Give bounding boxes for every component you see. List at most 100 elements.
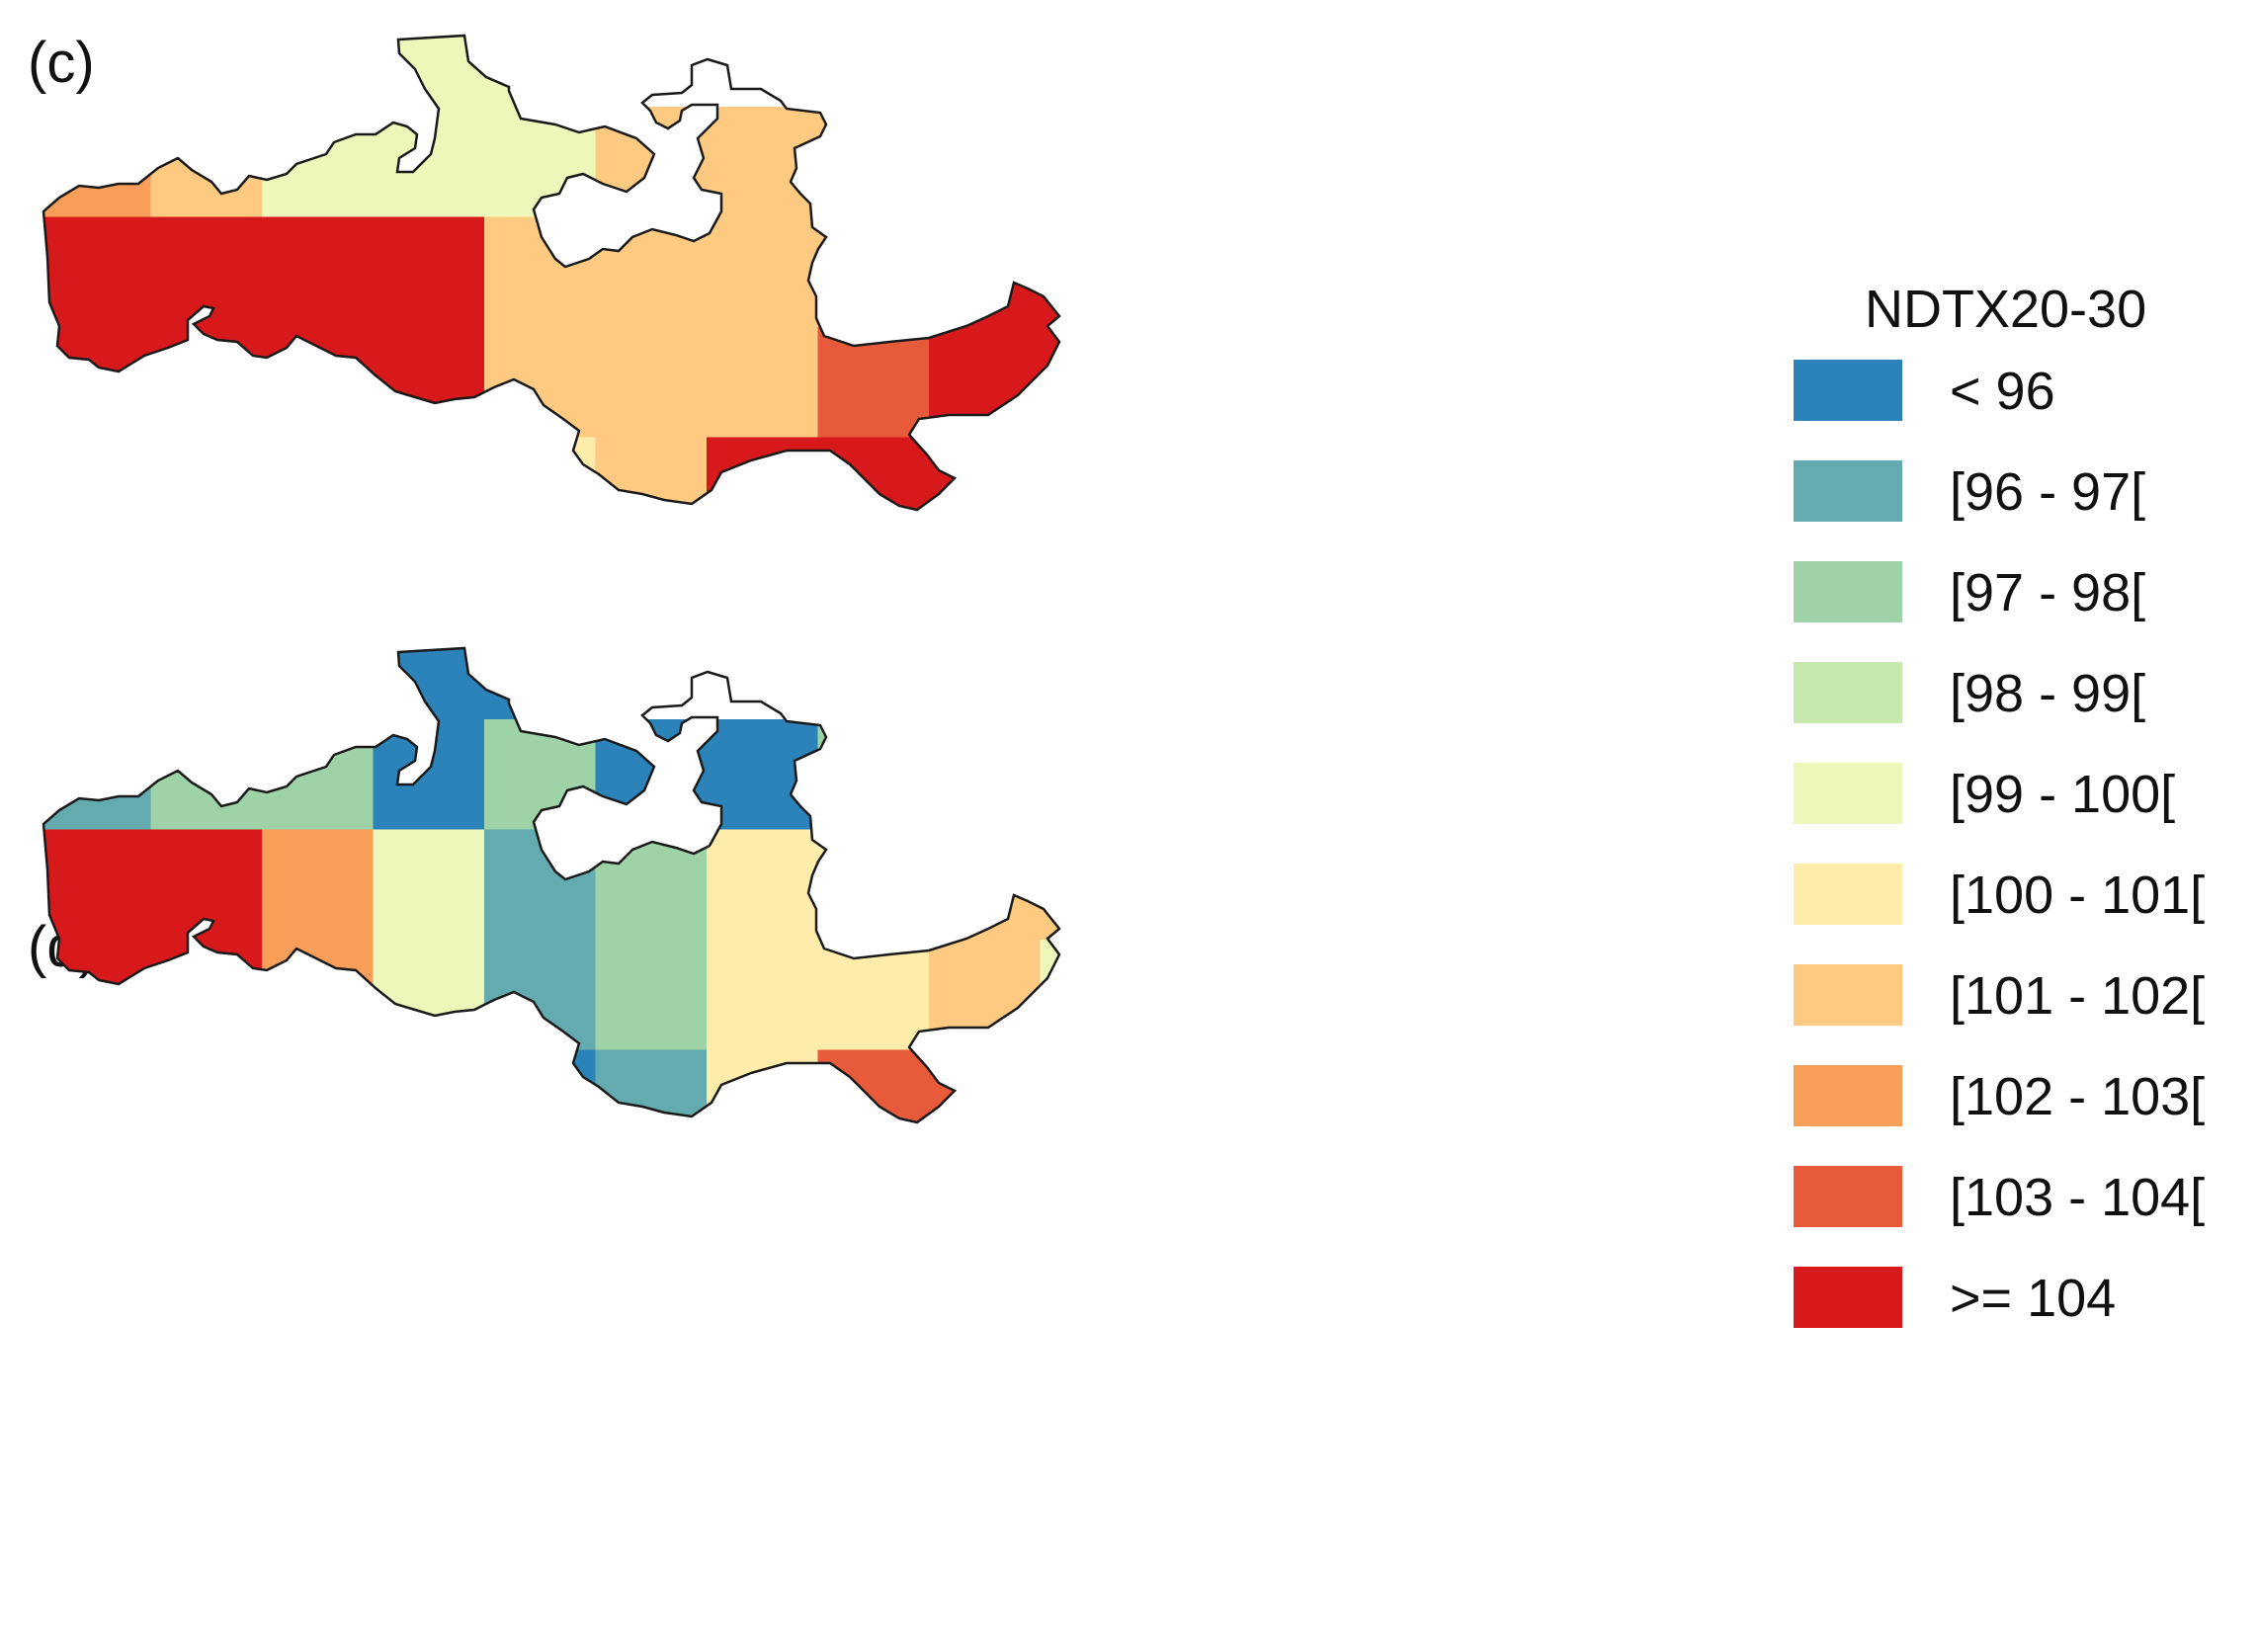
grid-cell bbox=[262, 216, 375, 328]
grid-cell bbox=[262, 327, 375, 439]
grid-cell bbox=[707, 1160, 818, 1271]
grid-cell bbox=[707, 327, 819, 439]
grid-cell bbox=[43, 1049, 152, 1122]
grid-cell bbox=[595, 940, 708, 1051]
grid-cell bbox=[43, 216, 152, 328]
grid-cell bbox=[707, 940, 819, 1051]
map-panel-c bbox=[42, 34, 1061, 658]
grid-cell bbox=[929, 216, 1042, 328]
grid-cell bbox=[262, 107, 375, 218]
legend-swatch bbox=[1794, 360, 1902, 421]
grid-cell bbox=[262, 437, 375, 510]
grid-cell bbox=[707, 107, 819, 218]
legend-item: [98 - 99[ bbox=[1794, 662, 2248, 763]
legend-label: [96 - 97[ bbox=[1950, 462, 2146, 522]
legend-item: [97 - 98[ bbox=[1794, 561, 2248, 662]
legend-item: < 96 bbox=[1794, 360, 2248, 460]
legend-title: NDTX20-30 bbox=[1865, 280, 2147, 339]
legend-swatch bbox=[1794, 1166, 1902, 1227]
panel-label-c: (c) bbox=[28, 31, 95, 95]
legend-swatch bbox=[1794, 1065, 1902, 1126]
grid-cell bbox=[150, 1049, 263, 1122]
legend-swatch bbox=[1794, 460, 1902, 522]
grid-cell bbox=[1040, 1049, 1059, 1122]
grid-cell bbox=[929, 327, 1042, 439]
grid-cell bbox=[817, 216, 930, 328]
grid-cell bbox=[929, 547, 1041, 658]
grid-cell bbox=[373, 1049, 485, 1122]
grid-cell bbox=[707, 719, 819, 831]
grid-cell bbox=[595, 829, 708, 941]
legend-label: >= 104 bbox=[1950, 1269, 2117, 1328]
grid-cell bbox=[707, 216, 819, 328]
grid-cell bbox=[596, 1160, 708, 1271]
grid-cell bbox=[595, 216, 708, 328]
legend-swatch bbox=[1794, 763, 1902, 824]
legend-swatch bbox=[1794, 662, 1902, 723]
grid-cell bbox=[818, 547, 930, 658]
legend-item: [101 - 102[ bbox=[1794, 964, 2248, 1065]
legend-label: [97 - 98[ bbox=[1950, 563, 2146, 622]
grid-cell bbox=[929, 1160, 1041, 1271]
grid-cell bbox=[596, 547, 708, 658]
legend-label: [99 - 100[ bbox=[1950, 765, 2176, 824]
region-outline-d bbox=[42, 646, 1061, 1124]
grid-cell bbox=[262, 940, 375, 1051]
legend-item: >= 104 bbox=[1794, 1267, 2248, 1367]
legend-item: [100 - 101[ bbox=[1794, 864, 2248, 964]
grid-cell bbox=[484, 437, 597, 510]
grid-cell bbox=[484, 1160, 596, 1271]
grid-cell bbox=[817, 36, 930, 198]
legend-swatch bbox=[1794, 1267, 1902, 1328]
legend-label: [98 - 99[ bbox=[1950, 664, 2146, 723]
grid-cell bbox=[707, 547, 818, 658]
grid-cell bbox=[484, 327, 597, 439]
grid-cell bbox=[484, 940, 597, 1051]
grid-cell bbox=[595, 437, 708, 510]
legend-label: [102 - 103[ bbox=[1950, 1067, 2206, 1126]
grid-cell bbox=[929, 719, 1042, 831]
grid-cell bbox=[817, 648, 930, 810]
legend-item: [102 - 103[ bbox=[1794, 1065, 2248, 1166]
grid-cell bbox=[707, 1049, 819, 1122]
grid-cell bbox=[929, 36, 1042, 198]
grid-cell bbox=[817, 107, 930, 218]
grid-cell bbox=[150, 216, 263, 328]
grid-cell bbox=[1040, 719, 1059, 831]
grid-cell bbox=[484, 1049, 597, 1122]
grid-cell bbox=[484, 547, 596, 658]
legend-label: [100 - 101[ bbox=[1950, 866, 2206, 925]
grid-cell bbox=[150, 437, 263, 510]
grid-cell bbox=[150, 940, 263, 1051]
grid-cell bbox=[929, 1049, 1042, 1122]
grid-cell bbox=[1040, 437, 1059, 510]
legend-item: [103 - 104[ bbox=[1794, 1166, 2248, 1267]
grid-cell bbox=[817, 829, 930, 941]
grid-cell bbox=[373, 829, 485, 941]
grid-cell bbox=[373, 437, 485, 510]
grid-cell bbox=[262, 829, 375, 941]
grid-cell bbox=[929, 829, 1042, 941]
grid-cell bbox=[929, 648, 1042, 810]
grid-cell bbox=[373, 719, 485, 831]
grid-cell bbox=[373, 107, 485, 218]
grid-cell bbox=[373, 216, 485, 328]
grid-cell bbox=[817, 940, 930, 1051]
grid-cell bbox=[817, 327, 930, 439]
legend-label: [103 - 104[ bbox=[1950, 1168, 2206, 1227]
grid-cell bbox=[707, 829, 819, 941]
legend-swatch bbox=[1794, 561, 1902, 622]
legend-label: [101 - 102[ bbox=[1950, 966, 2206, 1026]
grid-cell bbox=[1040, 940, 1059, 1051]
grid-cell bbox=[1040, 216, 1059, 328]
grid-cell bbox=[707, 437, 819, 510]
legend-swatch bbox=[1794, 964, 1902, 1026]
grid-cell bbox=[1040, 107, 1059, 218]
grid-cell bbox=[817, 719, 930, 831]
grid-cell bbox=[929, 437, 1042, 510]
legend-swatch bbox=[1794, 864, 1902, 925]
grid-cell bbox=[43, 829, 152, 941]
grid-cell bbox=[373, 940, 485, 1051]
grid-cell bbox=[150, 829, 263, 941]
